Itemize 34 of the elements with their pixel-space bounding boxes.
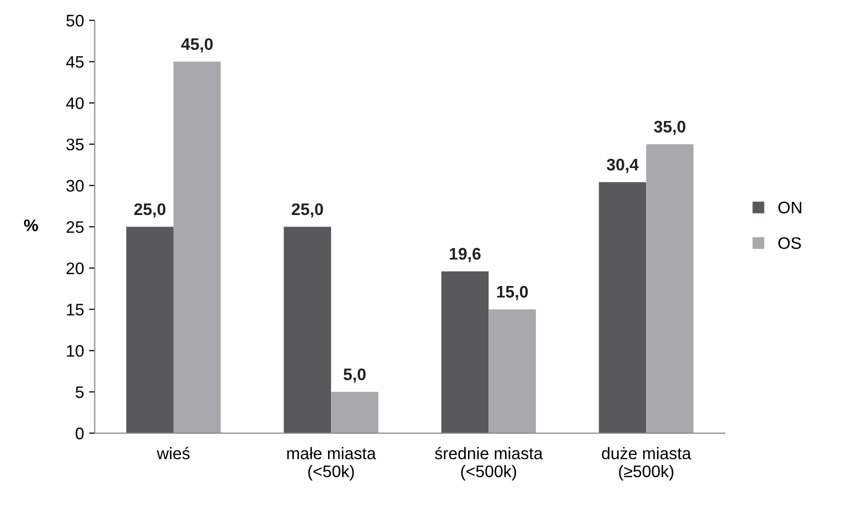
- bar: [646, 144, 694, 434]
- bar: [598, 182, 646, 434]
- x-tick-label: wieś: [156, 446, 190, 460]
- data-label: 25,0: [292, 203, 323, 218]
- y-axis-title: %: [24, 219, 38, 232]
- bar: [126, 226, 174, 434]
- y-tick-label: 0: [76, 428, 84, 440]
- bar: [441, 271, 489, 434]
- y-tick-label: 25: [66, 221, 84, 233]
- bar: [284, 226, 332, 434]
- y-tick-label: 5: [76, 386, 84, 398]
- bar: [173, 62, 221, 434]
- bar: [488, 309, 536, 434]
- y-tick-label: 50: [66, 14, 84, 27]
- data-label: 5,0: [344, 368, 366, 383]
- y-tick-label: 20: [66, 262, 84, 274]
- x-tick-label: małe miasta (<50k): [287, 447, 376, 481]
- data-label: 15,0: [497, 286, 528, 300]
- data-label: 35,0: [654, 120, 686, 135]
- legend-label: OS: [778, 237, 801, 249]
- bar: [331, 392, 378, 434]
- y-tick-label: 30: [66, 180, 84, 192]
- x-tick-label: duże miasta (≥500k): [602, 447, 692, 481]
- y-tick-label: 45: [66, 56, 84, 68]
- data-label: 19,6: [450, 248, 481, 262]
- data-label: 45,0: [181, 38, 213, 52]
- data-label: 25,0: [134, 203, 166, 218]
- legend-label: ON: [778, 202, 802, 214]
- data-label: 30,4: [606, 158, 639, 173]
- x-tick-label: średnie miasta (<500k): [434, 446, 543, 481]
- y-tick-label: 15: [67, 304, 84, 316]
- y-tick-label: 40: [66, 97, 84, 110]
- y-tick-label: 35: [66, 138, 84, 150]
- y-tick-label: 10: [67, 345, 84, 357]
